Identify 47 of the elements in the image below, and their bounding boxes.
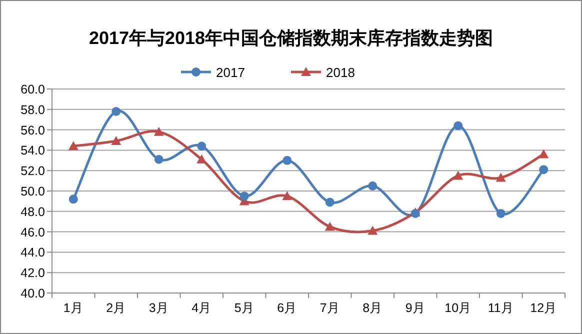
y-tick-label: 44.0 [20, 246, 46, 260]
y-tick-label: 40.0 [20, 286, 46, 300]
point [496, 208, 506, 218]
point [282, 191, 292, 200]
chart-title: 2017年与2018年中国仓储指数期末库存指数走势图 [88, 28, 494, 48]
y-tick-label: 46.0 [20, 225, 46, 240]
y-tick-label: 56.0 [20, 123, 46, 138]
y-tick-label: 42.0 [20, 266, 46, 280]
x-tick-label: 10月 [444, 301, 472, 315]
point [111, 136, 122, 146]
x-tick-label: 12月 [530, 301, 558, 315]
x-tick-label: 11月 [488, 301, 514, 315]
point [197, 142, 206, 151]
point [538, 149, 549, 158]
point [324, 222, 335, 231]
y-tick-label: 52.0 [20, 164, 46, 178]
point [154, 154, 164, 164]
point [453, 170, 464, 180]
point [196, 154, 207, 164]
x-tick-label: 7月 [320, 301, 340, 315]
point [496, 172, 506, 182]
x-tick-label: 8月 [362, 301, 383, 315]
y-tick-label: 50.0 [20, 184, 46, 198]
legend-label: 2017 [216, 65, 245, 80]
x-tick-label: 1月 [63, 301, 84, 315]
x-tick-label: 6月 [277, 301, 298, 315]
point [240, 192, 249, 201]
y-tick-label: 54.0 [20, 144, 46, 158]
point [112, 106, 121, 116]
y-tick-label: 58.0 [20, 102, 46, 117]
point [539, 165, 548, 174]
y-tick-label: 48.0 [20, 204, 46, 219]
y-tick-label: 60.0 [20, 82, 46, 96]
point [282, 156, 292, 165]
point [325, 198, 334, 207]
x-tick-label: 5月 [234, 301, 254, 315]
x-tick-label: 4月 [192, 301, 212, 315]
legend-label: 2018 [326, 65, 355, 80]
point [68, 141, 78, 150]
x-tick-label: 9月 [405, 301, 426, 315]
point [368, 181, 378, 190]
point [454, 121, 463, 130]
x-tick-label: 3月 [148, 301, 169, 315]
x-tick-label: 2月 [106, 301, 126, 315]
point [368, 226, 378, 235]
point [154, 126, 164, 136]
point [68, 194, 78, 204]
